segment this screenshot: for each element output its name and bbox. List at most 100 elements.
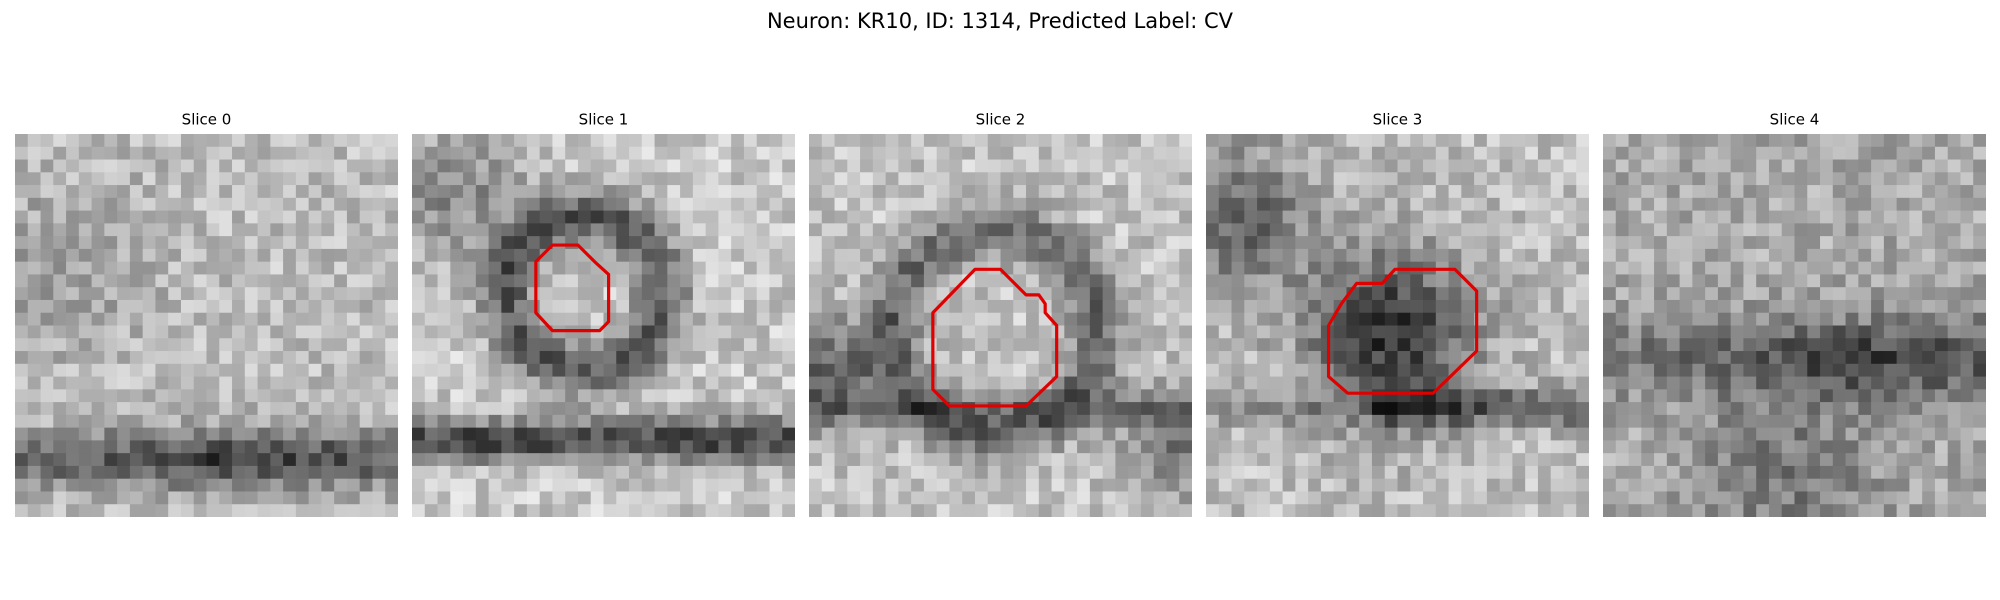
pixel: [1295, 146, 1309, 161]
pixel: [743, 478, 758, 492]
pixel: [1934, 427, 1949, 441]
pixel: [1973, 299, 1986, 314]
pixel: [1525, 274, 1539, 288]
pixel: [1257, 325, 1271, 339]
pixel: [1768, 504, 1783, 517]
pixel: [1499, 325, 1513, 339]
pixel: [66, 197, 80, 212]
pixel: [206, 185, 220, 199]
pixel: [1960, 427, 1974, 441]
pixel: [1346, 440, 1360, 454]
pixel: [911, 236, 925, 250]
pixel: [1206, 172, 1220, 186]
pixel: [1461, 299, 1475, 314]
pixel: [1512, 236, 1526, 250]
pixel: [257, 491, 271, 505]
pixel: [1206, 376, 1220, 390]
pixel: [219, 197, 233, 212]
pixel: [1934, 402, 1949, 416]
pixel: [1499, 478, 1513, 492]
pixel: [718, 146, 732, 161]
pixel: [270, 427, 284, 441]
pixel: [1051, 159, 1065, 173]
pixel: [206, 172, 220, 186]
pixel: [475, 172, 490, 186]
pixel: [244, 261, 259, 275]
pixel: [142, 210, 156, 224]
pixel: [1423, 351, 1437, 365]
pixel: [680, 210, 694, 224]
pixel: [1140, 338, 1155, 352]
pixel: [1410, 236, 1424, 250]
pixel: [359, 159, 373, 173]
pixel: [1282, 274, 1296, 288]
pixel: [15, 389, 29, 403]
pixel: [117, 146, 131, 161]
pixel: [412, 338, 426, 352]
pixel: [412, 491, 426, 505]
pixel: [1244, 236, 1258, 250]
pixel: [1512, 197, 1526, 212]
pixel: [321, 236, 335, 250]
pixel: [1794, 197, 1808, 212]
pixel: [321, 389, 335, 403]
pixel: [962, 325, 976, 339]
pixel: [1333, 453, 1347, 467]
pixel: [334, 299, 348, 314]
pixel: [1179, 389, 1192, 403]
pixel: [283, 197, 297, 212]
pixel: [1603, 236, 1617, 250]
pixel: [936, 274, 950, 288]
pixel: [1115, 261, 1129, 275]
pixel: [1282, 363, 1296, 378]
pixel: [603, 146, 617, 161]
pixel: [1206, 287, 1220, 301]
pixel: [577, 363, 592, 378]
pixel: [270, 197, 284, 212]
pixel: [1730, 261, 1744, 275]
pixel: [372, 146, 386, 161]
pixel: [437, 236, 451, 250]
pixel: [385, 427, 398, 441]
pixel: [283, 261, 297, 275]
pixel: [1026, 427, 1040, 441]
pixel: [1026, 491, 1040, 505]
pixel: [53, 185, 67, 199]
pixel: [450, 274, 464, 288]
pixel: [1960, 159, 1974, 173]
pixel: [372, 210, 386, 224]
pixel: [809, 197, 823, 212]
pixel: [1371, 338, 1386, 352]
pixel: [1717, 248, 1732, 263]
pixel: [412, 427, 426, 441]
pixel: [1308, 402, 1322, 416]
pixel: [847, 338, 861, 352]
pixel: [860, 427, 874, 441]
pixel: [475, 134, 490, 148]
pixel: [1909, 338, 1923, 352]
pixel: [1474, 414, 1488, 429]
pixel: [731, 325, 745, 339]
pixel: [629, 491, 643, 505]
pixel: [1909, 274, 1923, 288]
pixel: [1320, 274, 1335, 288]
pixel: [1166, 185, 1180, 199]
pixel: [514, 223, 528, 237]
pixel: [526, 351, 541, 365]
pixel: [1858, 478, 1872, 492]
pixel: [117, 402, 131, 416]
pixel: [1717, 146, 1732, 161]
pixel: [1397, 172, 1411, 186]
pixel: [1320, 172, 1335, 186]
pixel: [743, 338, 758, 352]
pixel: [1397, 504, 1411, 517]
pixel: [219, 185, 233, 199]
pixel: [463, 453, 477, 467]
pixel: [1102, 287, 1116, 301]
pixel: [847, 478, 861, 492]
pixel: [1537, 440, 1552, 454]
pixel: [1615, 210, 1630, 224]
pixel: [936, 351, 950, 365]
pixel: [180, 223, 195, 237]
pixel: [346, 210, 361, 224]
